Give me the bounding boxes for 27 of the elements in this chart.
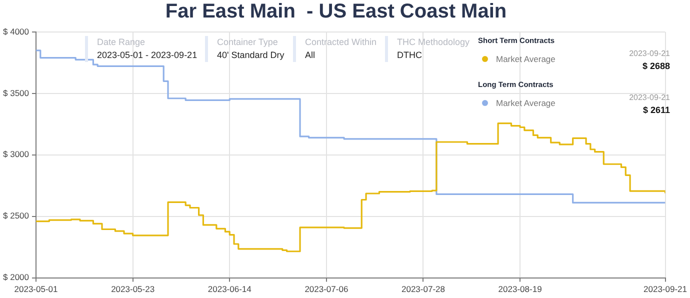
annotation: 2023-09-21 [629, 93, 670, 102]
y-tick-label: $ 4000 [3, 26, 30, 36]
y-tick-label: $ 3000 [3, 149, 30, 160]
y-tick-label: $ 3500 [3, 88, 30, 98]
annotation: Contracted Within [305, 36, 377, 49]
x-tick-label: 2023-05-23 [111, 284, 155, 294]
annotation: 2023-09-21 [629, 49, 670, 58]
x-tick-label: 2023-05-01 [14, 284, 58, 294]
annotation: Date Range [97, 36, 146, 49]
x-tick-label: 2023-08-19 [498, 284, 542, 294]
x-tick-label: 2023-06-14 [208, 284, 252, 294]
x-tick-label: 2023-07-06 [304, 284, 348, 294]
annotation: THC Methodology [397, 36, 470, 49]
x-tick-label: 2023-09-21 [644, 284, 688, 294]
y-tick-label: $ 2500 [3, 210, 30, 221]
legend-label: Market Average [496, 98, 556, 108]
annotation: All [305, 49, 316, 62]
annotation: $ 2688 [642, 61, 670, 71]
annotation: 2023-05-01 - 2023-09-21 [97, 49, 198, 62]
y-tick-label: $ 2000 [3, 272, 30, 282]
legend-label: Market Average [496, 54, 556, 64]
chart-title: Far East Main - US East Coast Main [165, 0, 507, 23]
x-tick-label: 2023-07-28 [401, 284, 446, 294]
annotation: Container Type [217, 36, 279, 49]
annotation: $ 2611 [642, 105, 670, 115]
annotation: DTHC [397, 49, 423, 62]
annotation: 40' Standard Dry [217, 49, 284, 62]
